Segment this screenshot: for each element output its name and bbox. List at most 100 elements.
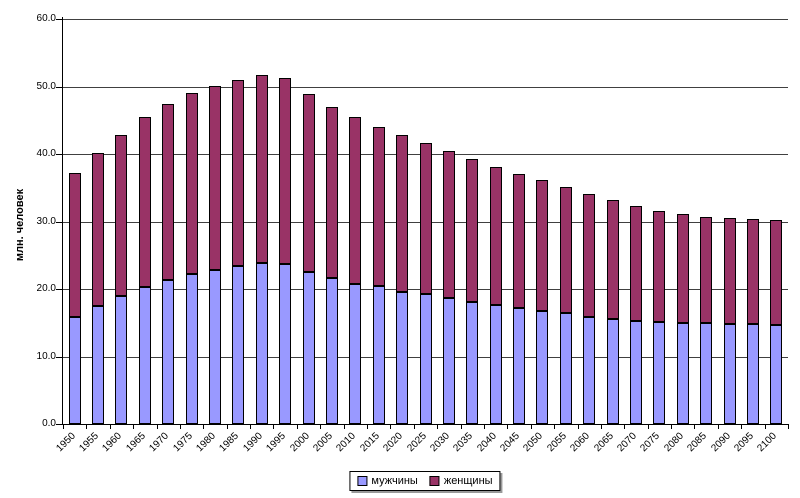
bar-segment-men xyxy=(700,323,713,424)
legend-swatch-women xyxy=(429,476,440,486)
bar-segment-men xyxy=(629,320,642,424)
x-axis-tick xyxy=(577,425,579,429)
bar-segment-women xyxy=(68,172,81,317)
bar-segment-women xyxy=(770,220,783,325)
bar-segment-men xyxy=(653,322,666,424)
bar-segment-women xyxy=(349,116,362,284)
x-axis-tick xyxy=(437,425,439,429)
y-tick-label: 60.0 xyxy=(36,13,56,24)
bar-segment-women xyxy=(583,193,596,317)
y-axis-line xyxy=(62,17,63,425)
bar-segment-men xyxy=(325,277,338,424)
bar-segment-women xyxy=(489,166,502,306)
x-axis-tick xyxy=(367,425,369,429)
bar-segment-men xyxy=(559,312,572,424)
y-tick-label: 10.0 xyxy=(36,350,56,362)
x-axis-tick xyxy=(624,425,626,429)
y-axis-tick xyxy=(56,19,62,20)
bar-segment-women xyxy=(746,219,759,325)
bar-segment-men xyxy=(255,262,268,424)
bar-segment-women xyxy=(653,210,666,323)
bar-segment-women xyxy=(209,85,222,271)
x-axis-tick xyxy=(156,425,158,429)
y-tick-label: 20.0 xyxy=(36,283,56,294)
gridline xyxy=(63,19,788,20)
bar-segment-women xyxy=(606,199,619,320)
x-axis-tick xyxy=(133,425,135,429)
bar-segment-men xyxy=(723,324,736,424)
bar-segment-women xyxy=(629,205,642,321)
bar-segment-men xyxy=(442,298,455,424)
legend-item: мужчины xyxy=(357,475,418,487)
bar-segment-women xyxy=(232,79,245,267)
bar-segment-women xyxy=(255,75,268,263)
x-axis-tick xyxy=(226,425,228,429)
x-tick-label: 2100 xyxy=(719,429,780,455)
x-axis-tick xyxy=(600,425,602,429)
y-axis-tick xyxy=(56,424,62,425)
bar-segment-men xyxy=(466,301,479,424)
x-axis-tick xyxy=(63,425,64,429)
bar-segment-women xyxy=(279,78,292,265)
y-tick-label: 40.0 xyxy=(36,148,56,159)
bar-segment-women xyxy=(419,142,432,295)
x-axis-tick xyxy=(390,425,392,429)
bar-segment-women xyxy=(536,180,549,311)
x-axis-tick xyxy=(788,425,789,429)
bar-segment-men xyxy=(396,291,409,424)
bar-segment-men xyxy=(279,264,292,424)
legend-swatch-men xyxy=(357,476,368,486)
x-axis-tick xyxy=(764,425,766,429)
x-axis-tick xyxy=(109,425,111,429)
x-axis-tick xyxy=(320,425,322,429)
bar-segment-men xyxy=(676,322,689,424)
bar-segment-women xyxy=(559,187,572,313)
x-axis-tick xyxy=(296,425,298,429)
bar-segment-men xyxy=(185,274,198,424)
bar-segment-men xyxy=(489,305,502,424)
bar-segment-women xyxy=(162,104,175,281)
bar-segment-women xyxy=(396,135,409,292)
x-axis-line xyxy=(62,424,789,425)
x-axis-tick xyxy=(717,425,719,429)
bar-segment-men xyxy=(372,286,385,424)
y-axis-tick xyxy=(56,356,62,358)
bar-segment-women xyxy=(442,150,455,299)
bar-segment-women xyxy=(302,93,315,273)
bar-segment-women xyxy=(372,127,385,287)
y-tick-label: 50.0 xyxy=(36,80,56,92)
legend-label: женщины xyxy=(443,475,493,487)
bar-segment-men xyxy=(513,307,526,424)
bar-segment-men xyxy=(115,295,128,424)
bar-segment-men xyxy=(583,316,596,424)
x-axis-tick xyxy=(554,425,556,429)
x-axis-tick xyxy=(343,425,345,429)
y-axis-tick xyxy=(56,86,62,88)
gridline xyxy=(63,86,788,88)
x-axis-tick xyxy=(413,425,415,429)
bar-segment-men xyxy=(162,280,175,424)
bar-segment-men xyxy=(349,283,362,424)
x-axis-tick xyxy=(460,425,462,429)
y-axis-tick xyxy=(56,154,62,155)
bar-segment-men xyxy=(746,324,759,424)
bar-segment-men xyxy=(302,272,315,424)
x-axis-tick xyxy=(86,425,88,429)
x-axis-tick xyxy=(203,425,205,429)
x-axis-tick xyxy=(647,425,649,429)
bar-segment-women xyxy=(138,116,151,287)
bar-segment-men xyxy=(68,316,81,424)
legend: мужчины женщины xyxy=(349,471,501,491)
y-axis-tick xyxy=(56,289,62,290)
x-axis-tick xyxy=(273,425,275,429)
bar-segment-women xyxy=(92,152,105,306)
bar-segment-women xyxy=(185,93,198,275)
bar-segment-men xyxy=(92,305,105,424)
y-tick-label: 0.0 xyxy=(42,418,56,429)
bar-segment-women xyxy=(466,158,479,302)
bar-segment-men xyxy=(138,286,151,424)
bar-segment-women xyxy=(723,218,736,325)
x-axis-tick xyxy=(507,425,509,429)
bar-segment-women xyxy=(115,135,128,296)
